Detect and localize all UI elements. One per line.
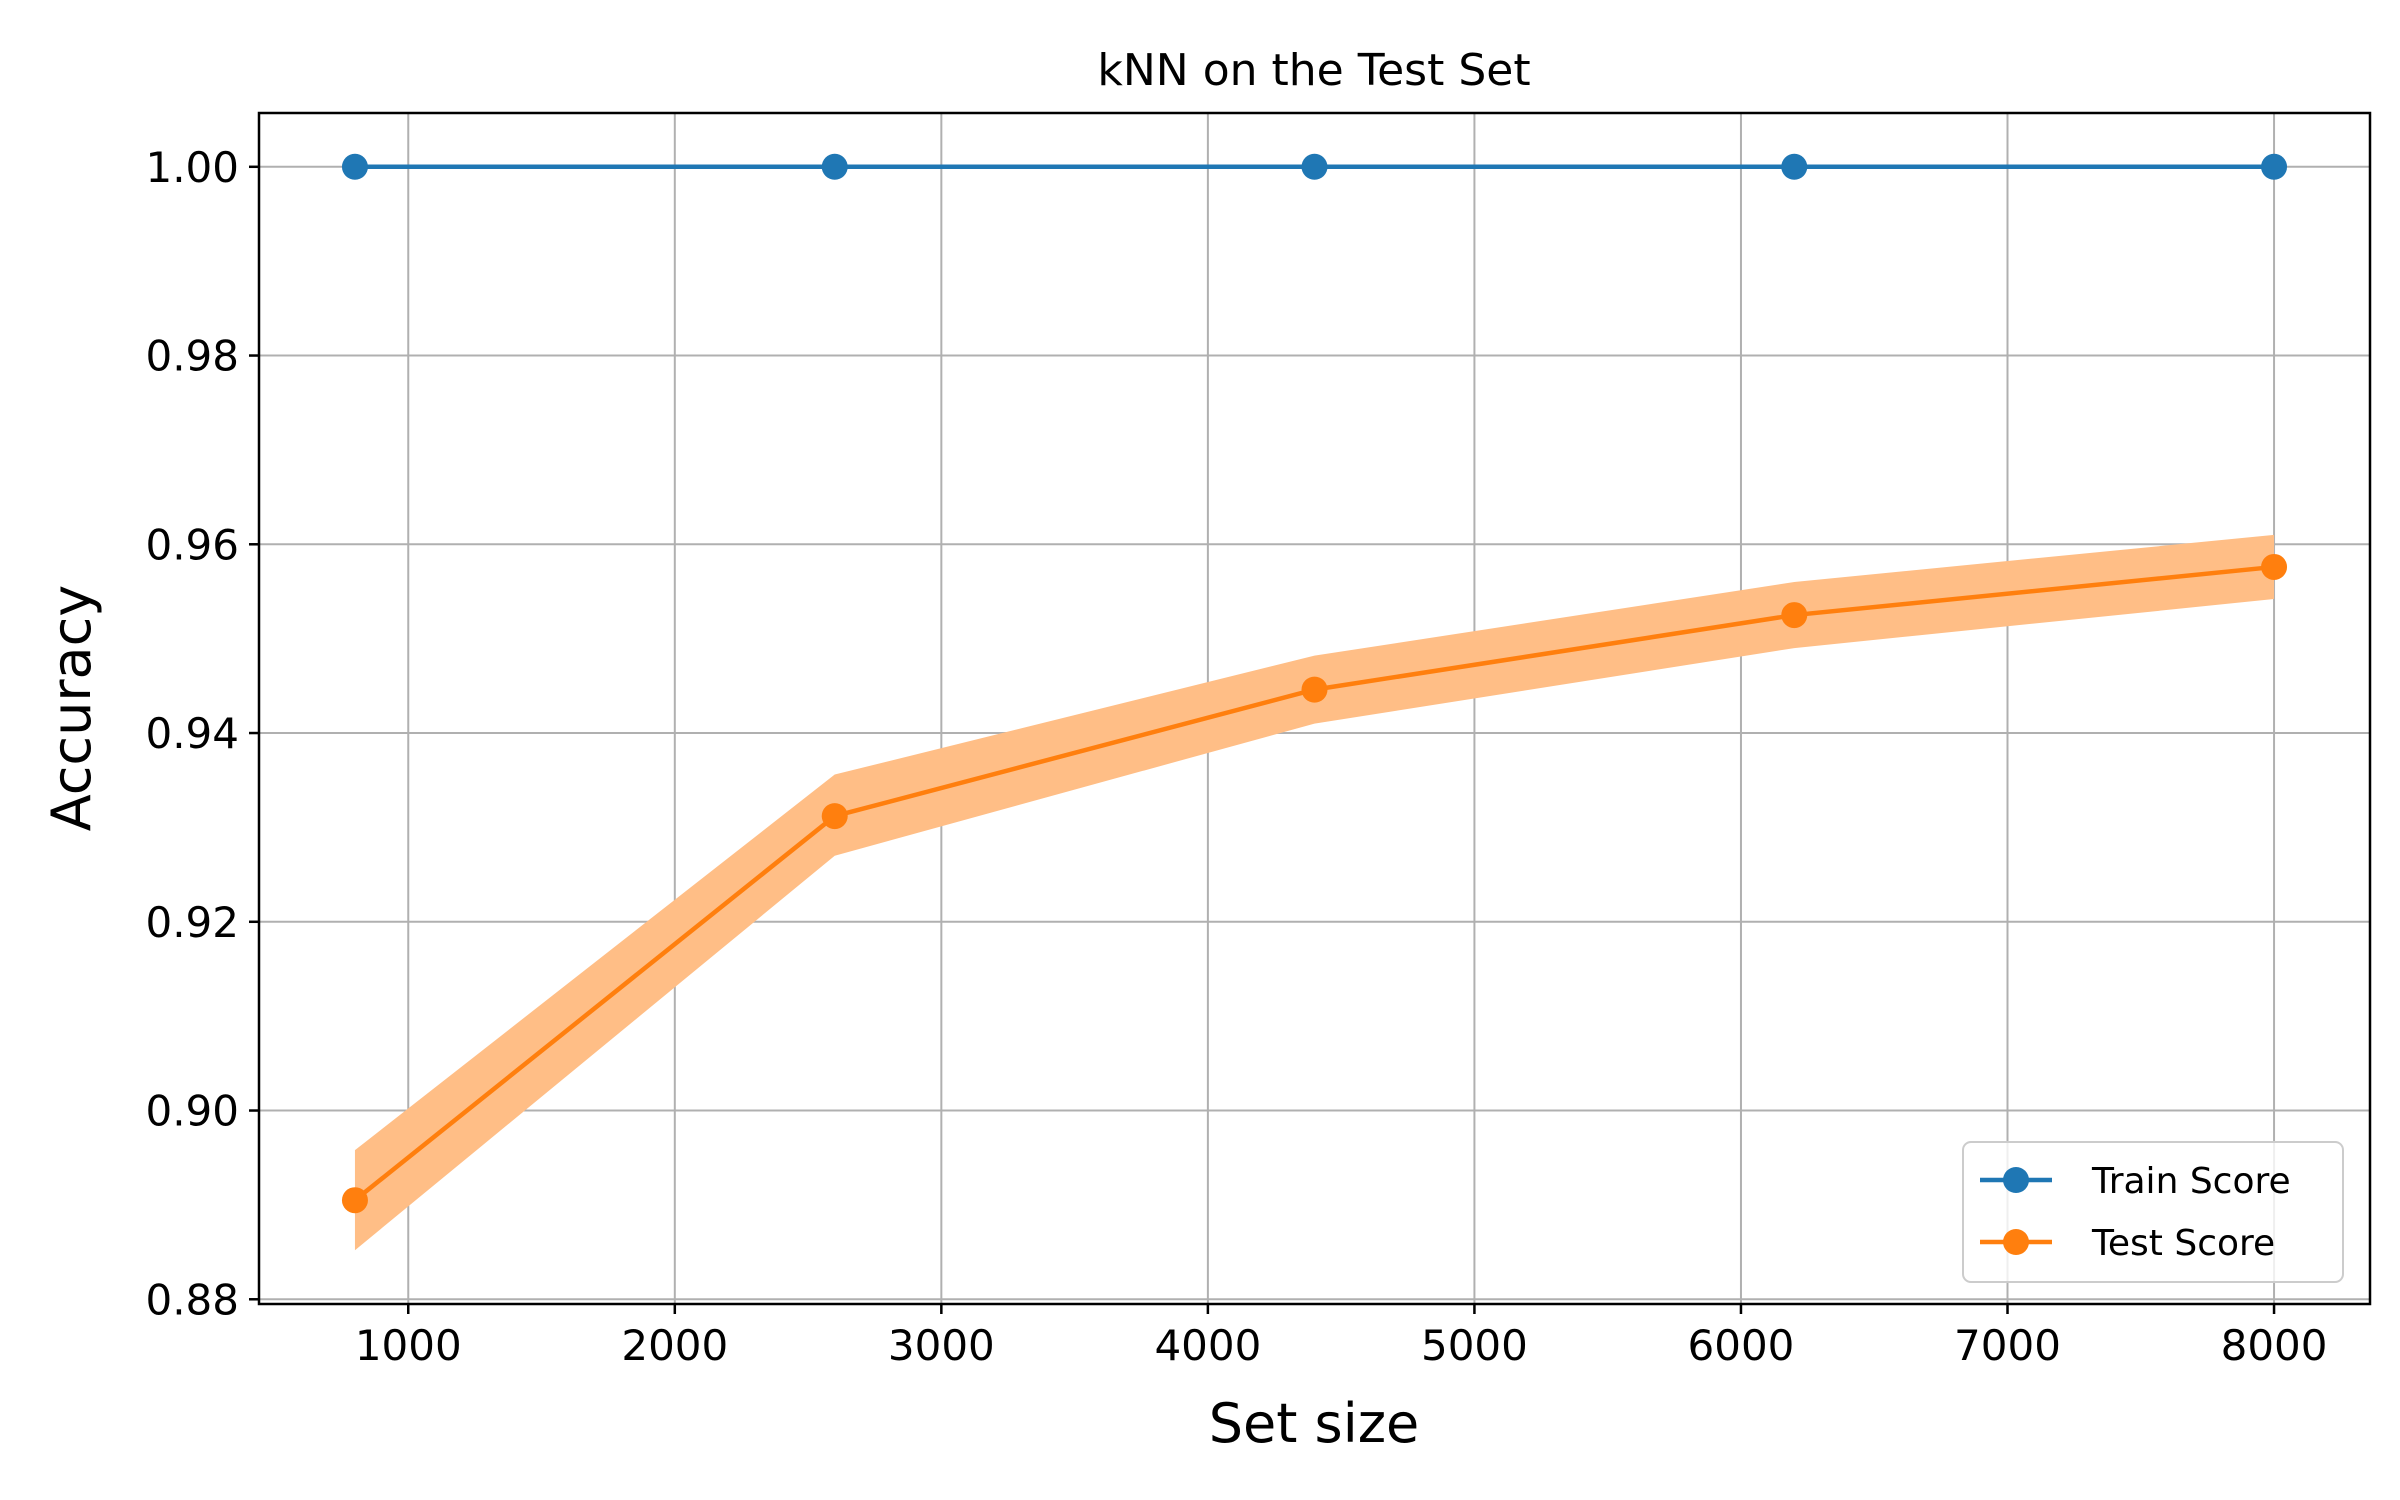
y-tick-label: 0.94 (145, 709, 239, 758)
x-axis-label: Set size (1209, 1392, 1420, 1455)
y-axis-ticks: 0.88 0.90 0.92 0.94 0.96 0.98 1.00 (145, 143, 259, 1324)
train-score-point (1781, 153, 1808, 180)
y-tick-label: 0.98 (145, 332, 239, 381)
legend-test-score-marker (2003, 1229, 2029, 1255)
legend-test-score-label: Test Score (2091, 1223, 2275, 1264)
y-tick-label: 1.00 (145, 143, 239, 192)
x-tick-label: 5000 (1421, 1321, 1528, 1370)
y-axis-label: Accuracy (40, 585, 103, 832)
legend-train-score-label: Train Score (2091, 1161, 2291, 1202)
legend: Train Score Test Score (1962, 1141, 2344, 1283)
x-tick-label: 8000 (2221, 1321, 2328, 1370)
x-tick-label: 2000 (621, 1321, 728, 1370)
point-layer (341, 153, 2288, 1214)
y-tick-label: 0.96 (145, 520, 239, 569)
x-tick-label: 4000 (1154, 1321, 1261, 1370)
x-tick-label: 3000 (888, 1321, 995, 1370)
train-score-point (2261, 153, 2288, 180)
test-score-point (1781, 602, 1808, 629)
test-score-point (2261, 553, 2288, 580)
train-score-point (821, 153, 848, 180)
x-tick-label: 7000 (1954, 1321, 2061, 1370)
test-score-point (1301, 676, 1328, 703)
plot-frame (257, 111, 2372, 1306)
legend-train-score-marker (2003, 1167, 2029, 1193)
y-tick-label: 0.88 (145, 1275, 239, 1324)
y-tick-label: 0.92 (145, 898, 239, 947)
chart-title: kNN on the Test Set (1097, 45, 1530, 96)
test-score-point (341, 1187, 368, 1214)
test-score-point (821, 803, 848, 830)
y-tick-label: 0.90 (145, 1087, 239, 1136)
x-axis-ticks: 1000 2000 3000 4000 5000 6000 7000 8000 (355, 1304, 2328, 1370)
train-score-point (341, 153, 368, 180)
train-score-point (1301, 153, 1328, 180)
x-tick-label: 6000 (1688, 1321, 1795, 1370)
x-tick-label: 1000 (355, 1321, 462, 1370)
legend-box (1962, 1141, 2344, 1283)
